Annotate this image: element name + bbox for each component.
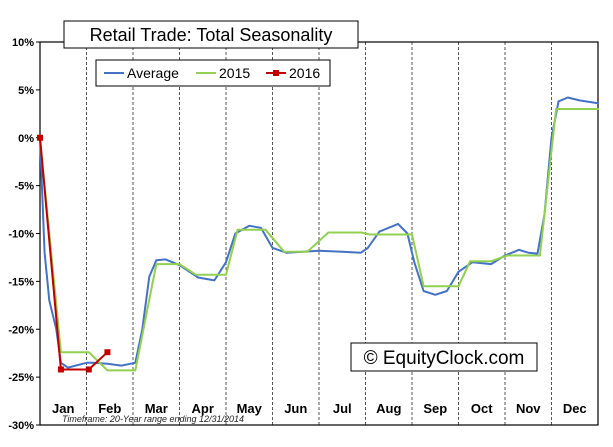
legend-label-average: Average — [127, 65, 179, 81]
legend-frame — [95, 59, 331, 87]
x-tick-label-jul: Jul — [333, 401, 352, 416]
chart-title-box: Retail Trade: Total Seasonality — [63, 20, 359, 49]
legend-label-2016: 2016 — [289, 65, 320, 81]
x-axis-month-labels: Jan Feb Mar Apr May Jun Jul Aug Sep Oct Nov Dec — [52, 401, 587, 416]
watermark-box: © EquityClock.com — [350, 342, 538, 372]
legend: Average 2015 2016 — [95, 59, 331, 87]
series-line-2015 — [39, 108, 599, 372]
watermark-frame — [350, 342, 538, 372]
watermark-text: © EquityClock.com — [364, 348, 525, 369]
y-axis-ticks: 10% 5% 0% -5% -10% -15% -20% -25% -30% — [8, 37, 40, 432]
x-tick-label-aug: Aug — [376, 401, 401, 416]
x-tick-label-nov: Nov — [516, 401, 541, 416]
y-tick-label: -30% — [8, 420, 34, 432]
y-tick-label: 5% — [18, 85, 34, 97]
x-tick-label-mar: Mar — [145, 401, 168, 416]
series-point-2016-1 — [57, 366, 64, 373]
footnote: Timeframe: 20-Year range ending 12/31/20… — [62, 414, 244, 424]
title-frame — [63, 20, 359, 49]
x-tick-label-feb: Feb — [98, 401, 121, 416]
y-tick-label: 10% — [12, 37, 34, 49]
series-point-2016-2 — [85, 366, 92, 373]
x-tick-label-jun: Jun — [284, 401, 307, 416]
y-tick-label: 0% — [18, 133, 34, 145]
y-tick-label: -20% — [8, 324, 34, 336]
legend-marker-2016 — [273, 70, 279, 76]
x-tick-label-sep: Sep — [423, 401, 447, 416]
x-tick-label-oct: Oct — [471, 401, 493, 416]
y-tick-label: -15% — [8, 276, 34, 288]
series-point-2016-3 — [104, 349, 111, 356]
series-lines — [37, 96, 599, 373]
chart-title: Retail Trade: Total Seasonality — [90, 25, 333, 45]
legend-label-2015: 2015 — [219, 65, 250, 81]
x-tick-label-dec: Dec — [563, 401, 587, 416]
x-tick-label-apr: Apr — [192, 401, 214, 416]
x-tick-label-may: May — [237, 401, 263, 416]
series-point-2016-0 — [37, 134, 43, 141]
y-tick-label: -5% — [14, 181, 34, 193]
y-tick-label: -10% — [8, 229, 34, 241]
series-line-2016 — [39, 136, 109, 371]
y-tick-label: -25% — [8, 372, 34, 384]
x-tick-label-jan: Jan — [52, 401, 74, 416]
